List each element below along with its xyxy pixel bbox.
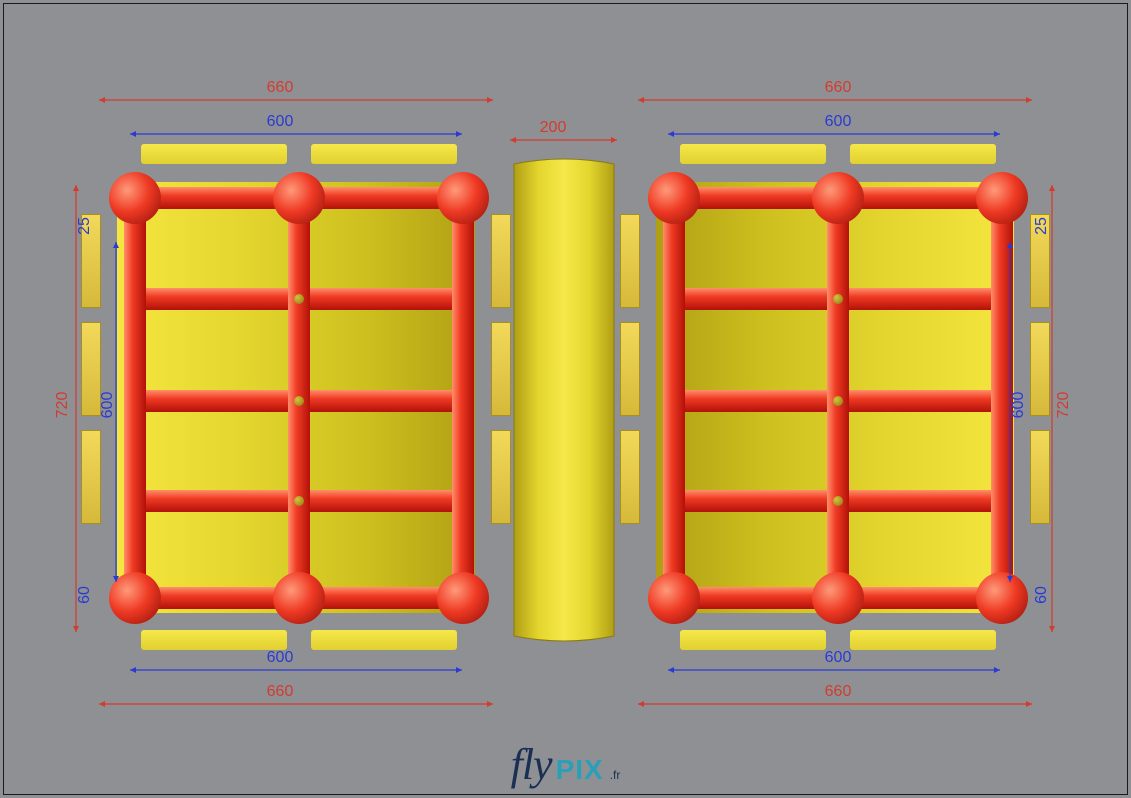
module-tube-cap xyxy=(812,172,864,224)
module-tube-cap xyxy=(648,572,700,624)
dimension-label: 660 xyxy=(825,683,852,701)
dimension-label: 200 xyxy=(540,119,567,137)
module-floor-pad xyxy=(311,630,457,650)
module-joint-node xyxy=(833,396,843,406)
module-side-flap xyxy=(491,430,511,524)
module-side-flap xyxy=(620,214,640,308)
dimension-label: 600 xyxy=(825,649,852,667)
module-tube-cap xyxy=(437,572,489,624)
dimension-label: 720 xyxy=(1055,392,1073,419)
module-side-flap xyxy=(1030,322,1050,416)
module-tube-vertical xyxy=(452,198,474,598)
dimension-label: 25 xyxy=(1033,217,1051,235)
module-tube-cap xyxy=(273,572,325,624)
cad-canvas: 660 600 200 660 600 720 600 25 60 720 600 25 60 600 66… xyxy=(0,0,1131,798)
module-side-flap xyxy=(1030,430,1050,524)
dimension-label: 660 xyxy=(267,79,294,97)
module-tube-vertical xyxy=(124,198,146,598)
module-floor-pad xyxy=(141,630,287,650)
dimension-label: 600 xyxy=(267,113,294,131)
module-tube-vertical xyxy=(663,198,685,598)
module-right xyxy=(638,160,1032,635)
module-side-flap xyxy=(491,322,511,416)
module-joint-node xyxy=(294,294,304,304)
module-tube-cap xyxy=(976,172,1028,224)
module-tube-cap xyxy=(109,172,161,224)
module-joint-node xyxy=(833,496,843,506)
module-joint-node xyxy=(833,294,843,304)
module-floor-pad xyxy=(680,144,826,164)
dimension-label: 600 xyxy=(825,113,852,131)
dimension-label: 660 xyxy=(267,683,294,701)
module-tube-cap xyxy=(648,172,700,224)
module-joint-node xyxy=(294,396,304,406)
module-floor-pad xyxy=(311,144,457,164)
module-side-flap xyxy=(81,322,101,416)
module-side-flap xyxy=(620,430,640,524)
module-joint-node xyxy=(294,496,304,506)
dimension-label: 600 xyxy=(267,649,294,667)
watermark-logo: fly PIX .fr xyxy=(511,739,621,790)
logo-fly-text: fly xyxy=(511,739,552,790)
module-side-flap xyxy=(491,214,511,308)
module-side-flap xyxy=(81,430,101,524)
dimension-label: 60 xyxy=(1033,586,1051,604)
module-tube-cap xyxy=(437,172,489,224)
module-tube-cap xyxy=(273,172,325,224)
logo-tld-text: .fr xyxy=(610,768,621,782)
dimension-label: 720 xyxy=(54,392,72,419)
module-tube-cap xyxy=(109,572,161,624)
module-floor-pad xyxy=(141,144,287,164)
center-slab xyxy=(510,158,618,642)
dimension-label: 25 xyxy=(76,217,94,235)
module-floor-pad xyxy=(680,630,826,650)
dimension-label: 660 xyxy=(825,79,852,97)
module-left xyxy=(99,160,493,635)
module-floor-pad xyxy=(850,630,996,650)
dimension-label: 60 xyxy=(76,586,94,604)
dimension-label: 600 xyxy=(1010,392,1028,419)
module-floor-pad xyxy=(850,144,996,164)
dimension-label: 600 xyxy=(99,392,117,419)
module-side-flap xyxy=(620,322,640,416)
logo-pix-text: PIX xyxy=(556,754,604,786)
module-tube-cap xyxy=(976,572,1028,624)
module-tube-cap xyxy=(812,572,864,624)
